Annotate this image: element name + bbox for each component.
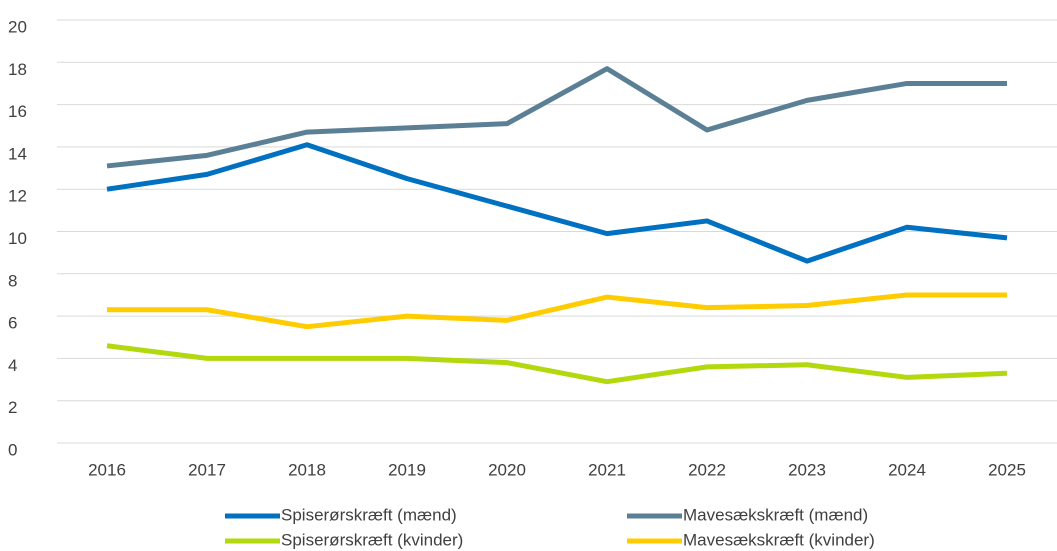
x-tick-label: 2025 [988,460,1026,479]
y-tick-label: 14 [8,144,27,163]
x-tick-label: 2020 [488,460,526,479]
x-tick-label: 2016 [88,460,126,479]
y-tick-label: 6 [8,314,17,333]
legend-label: Spiserørskræft (kvinder) [281,530,463,549]
x-tick-label: 2023 [788,460,826,479]
x-tick-label: 2018 [288,460,326,479]
y-tick-label: 18 [8,60,27,79]
legend-label: Spiserørskræft (mænd) [281,505,457,524]
y-tick-label: 16 [8,102,27,121]
y-tick-label: 10 [8,229,27,248]
y-tick-label: 2 [8,398,17,417]
data-line [106,343,1008,385]
legend-label: Mavesækskræft (mænd) [683,505,868,524]
data-line [107,292,1007,330]
y-tick-label: 12 [8,187,27,206]
x-tick-label: 2017 [188,460,226,479]
y-tick-label: 8 [8,271,17,290]
y-tick-label: 4 [8,356,17,375]
y-tick-label: 0 [8,440,17,459]
legend-label: Mavesækskræft (kvinder) [683,530,875,549]
x-tick-label: 2022 [688,460,726,479]
data-line [106,66,1007,169]
data-line [106,142,1008,264]
x-tick-label: 2021 [588,460,626,479]
x-tick-label: 2019 [388,460,426,479]
x-tick-label: 2024 [888,460,926,479]
y-tick-label: 20 [8,17,27,36]
